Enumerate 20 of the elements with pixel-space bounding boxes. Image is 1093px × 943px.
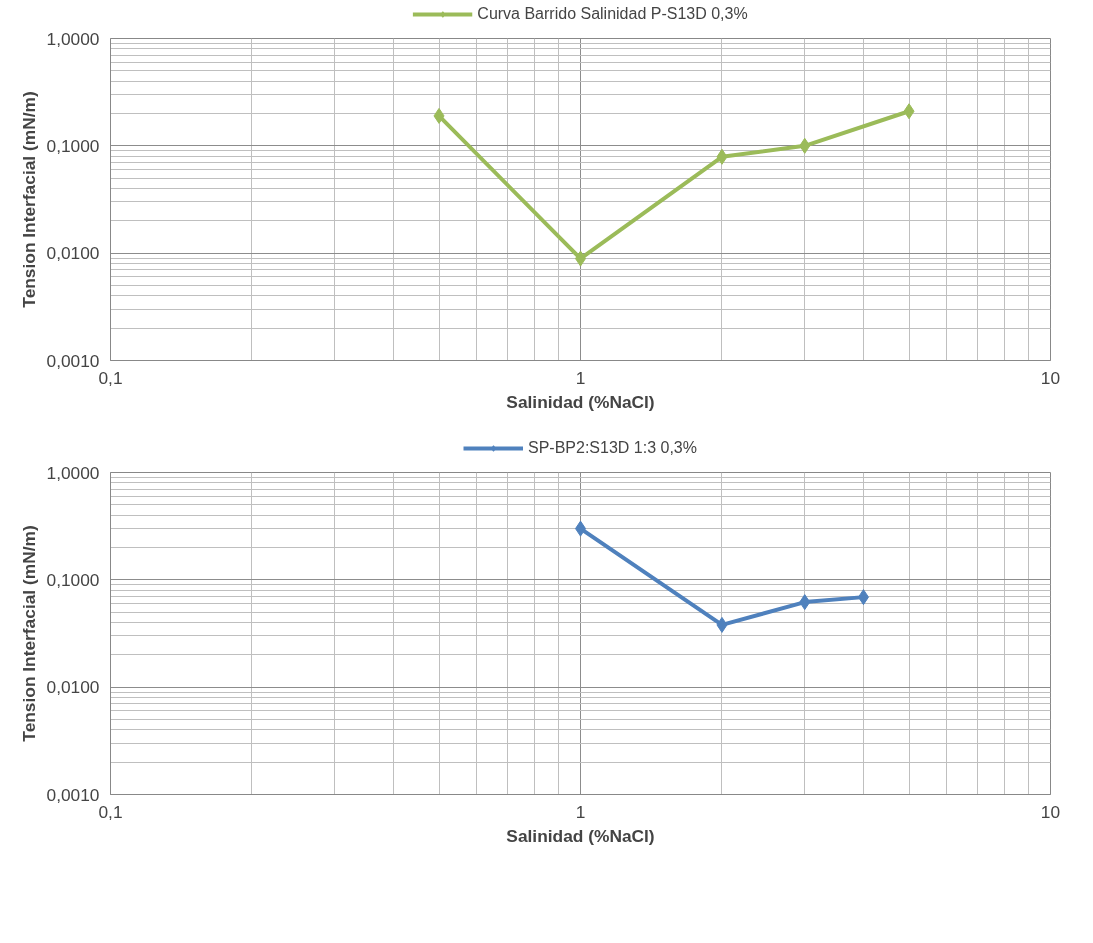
y-tick-label: 1,0000 (46, 462, 100, 483)
x-tick-label: 0,1 (98, 801, 123, 822)
x-tick-label: 0,1 (98, 367, 123, 388)
y-tick-label: 0,1000 (46, 569, 100, 590)
x-tick-label: 10 (1040, 801, 1061, 822)
y-axis-title: Tension Interfacial (mN/m) (18, 525, 39, 742)
y-tick-label: 0,0010 (46, 350, 100, 371)
x-tick-label: 1 (575, 801, 586, 822)
legend-label: Curva Barrido Salinidad P-S13D 0,3% (477, 5, 748, 23)
x-tick-label: 10 (1040, 367, 1061, 388)
y-tick-label: 1,0000 (46, 28, 100, 49)
x-axis-title: Salinidad (%NaCl) (506, 391, 655, 412)
legend-label: SP-BP2:S13D 1:3 0,3% (528, 439, 697, 457)
y-tick-label: 0,0100 (46, 243, 100, 264)
x-tick-label: 1 (575, 367, 586, 388)
x-axis-title: Salinidad (%NaCl) (506, 825, 655, 846)
y-tick-label: 0,1000 (46, 135, 100, 156)
y-axis-title: Tension Interfacial (mN/m) (18, 91, 39, 308)
y-tick-label: 0,0010 (46, 784, 100, 805)
y-tick-label: 0,0100 (46, 677, 100, 698)
